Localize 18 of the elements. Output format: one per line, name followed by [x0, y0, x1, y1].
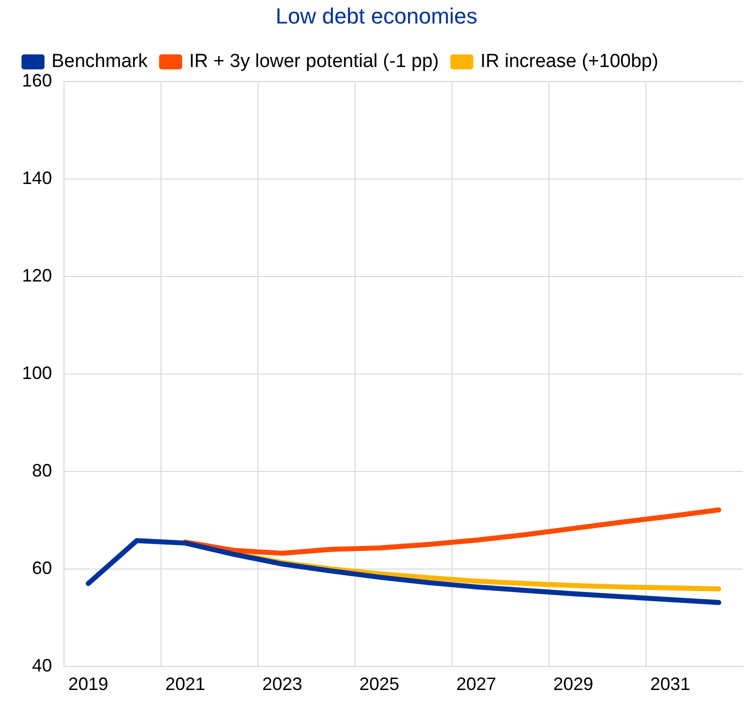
legend-label: IR increase (+100bp) — [480, 51, 658, 72]
y-tick-label: 100 — [22, 362, 52, 383]
x-tick-label: 2023 — [262, 674, 302, 694]
y-tick-label: 140 — [22, 168, 52, 188]
y-tick-label: 160 — [22, 70, 52, 90]
y-tick-label: 40 — [32, 655, 52, 676]
x-tick-label: 2027 — [456, 674, 496, 694]
chart-title: Low debt economies — [276, 3, 478, 28]
y-tick-label: 120 — [22, 265, 52, 286]
x-tick-label: 2031 — [650, 674, 690, 694]
legend-label: IR + 3y lower potential (-1 pp) — [189, 51, 439, 72]
x-tick-label: 2019 — [68, 674, 108, 694]
y-tick-label: 80 — [32, 460, 52, 480]
x-tick-label: 2025 — [359, 674, 400, 694]
y-tick-label: 60 — [32, 558, 52, 578]
legend-label: Benchmark — [52, 51, 148, 72]
x-tick-label: 2021 — [165, 674, 206, 694]
x-tick-label: 2029 — [553, 674, 594, 694]
